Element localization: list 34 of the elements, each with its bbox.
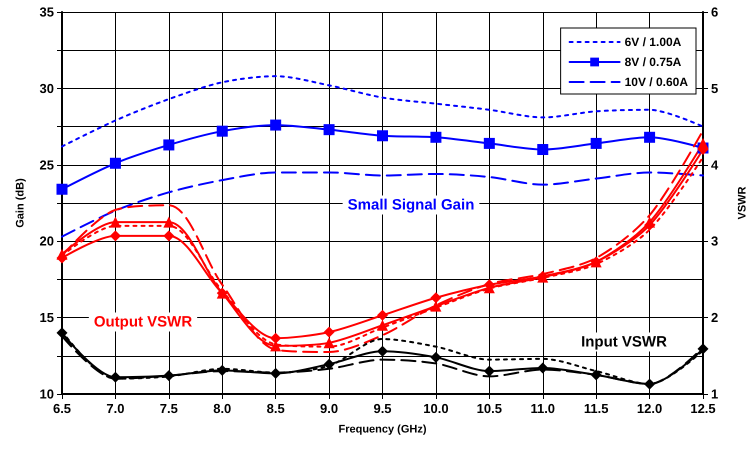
y-tick-label: 15 [40,310,54,326]
y2-tick-label: 4 [711,157,719,172]
y-tick-label: 20 [40,234,54,249]
x-tick-label: 6.5 [52,401,72,416]
x-tick-label: 8.0 [213,401,232,416]
y2-tick-label: 5 [711,80,718,96]
y2-axis-title: VSWR [736,186,748,220]
x-tick-label: 9.5 [373,401,392,416]
x-tick-label: 7.0 [106,401,124,416]
y-tick-label: 10 [40,386,54,402]
x-tick-label: 11.5 [584,401,608,416]
legend-label: 6V / 1.00A [624,35,682,49]
y2-tick-label: 2 [711,310,718,326]
y2-tick-label: 6 [711,4,718,20]
x-tick-label: 9.0 [320,401,338,416]
legend-label: 10V / 0.60A [624,75,688,89]
y2-tick-label: 1 [711,386,718,402]
x-tick-label: 12.0 [636,401,662,416]
x-tick-label: 12.5 [690,401,716,416]
y2-tick-label: 3 [711,234,718,249]
x-tick-label: 10.0 [423,401,449,416]
x-tick-label: 10.5 [476,401,502,416]
y-axis-title: Gain (dB) [14,178,26,228]
annotation: Small Signal Gain [348,196,474,214]
y-tick-label: 30 [40,80,54,96]
x-axis-title: Frequency (GHz) [338,424,427,436]
y-tick-label: 25 [40,157,54,172]
x-tick-label: 11.0 [530,401,556,416]
legend-label: 8V / 0.75A [624,55,682,69]
annotation: Input VSWR [581,334,668,350]
x-tick-label: 7.5 [160,401,178,416]
y-tick-label: 35 [40,4,54,20]
annotation: Output VSWR [94,314,192,330]
x-tick-label: 8.5 [266,401,285,416]
